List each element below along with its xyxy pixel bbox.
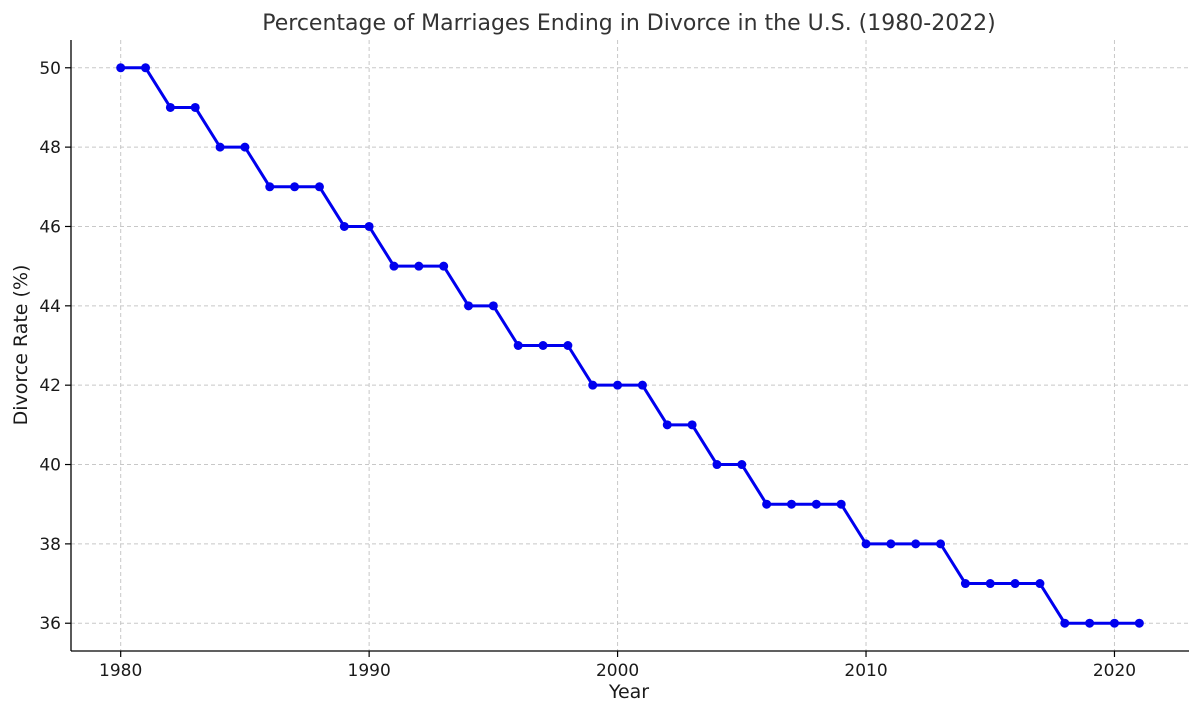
data-point (165, 102, 175, 112)
data-series (116, 63, 1144, 628)
data-point (215, 142, 225, 152)
data-point (1060, 618, 1070, 628)
data-point (861, 539, 871, 549)
data-point (911, 539, 921, 549)
data-point (364, 221, 374, 231)
data-point (985, 579, 995, 589)
series-line (120, 66, 1140, 625)
axis-ticks: 1980 1990 2000 2010 2020 36 38 40 42 44 46 48 50 (39, 59, 1136, 681)
data-point (1134, 618, 1144, 628)
data-point (613, 380, 623, 390)
y-tick-label: 44 (39, 297, 61, 317)
y-tick-label: 42 (39, 376, 61, 396)
y-tick-label: 36 (39, 614, 61, 634)
data-point (290, 182, 300, 192)
data-point (389, 261, 399, 271)
x-axis-label: Year (608, 681, 649, 703)
data-point (116, 63, 126, 73)
data-point (588, 380, 598, 390)
y-tick-label: 46 (39, 217, 61, 237)
data-point (513, 341, 523, 350)
y-axis-label: Divorce Rate (%) (10, 265, 32, 426)
chart-title: Percentage of Marriages Ending in Divorc… (262, 11, 996, 36)
y-tick-label: 48 (39, 138, 61, 158)
data-point (314, 182, 324, 192)
x-tick-label: 1990 (348, 661, 391, 681)
data-point (712, 460, 722, 470)
data-point (414, 261, 424, 271)
data-point (811, 499, 821, 509)
x-tick-label: 2000 (596, 661, 639, 681)
data-point (687, 420, 697, 430)
y-tick-label: 40 (39, 456, 61, 476)
y-tick-label: 38 (39, 535, 61, 555)
axes (70, 40, 1189, 652)
data-point (936, 539, 946, 549)
x-tick-label: 1980 (99, 661, 142, 681)
data-point (786, 499, 796, 509)
data-point (637, 380, 647, 390)
data-point (737, 460, 747, 470)
data-point (563, 341, 573, 350)
data-point (960, 579, 970, 589)
data-point (240, 142, 250, 152)
data-point (836, 499, 846, 509)
data-point (1085, 618, 1095, 628)
y-tick-label: 50 (39, 59, 61, 79)
data-point (265, 182, 275, 192)
data-point (488, 301, 498, 311)
data-point (464, 301, 474, 311)
data-point (190, 102, 200, 112)
data-point (141, 63, 151, 73)
data-point (662, 420, 672, 430)
data-point (538, 341, 548, 350)
data-point (339, 221, 349, 231)
data-point (1109, 618, 1119, 628)
data-point (886, 539, 896, 549)
data-point (762, 499, 772, 509)
x-tick-label: 2010 (844, 661, 887, 681)
data-point (1010, 579, 1020, 589)
grid-lines (71, 40, 1189, 651)
data-point (439, 261, 449, 271)
data-point (1035, 579, 1045, 589)
x-tick-label: 2020 (1093, 661, 1136, 681)
